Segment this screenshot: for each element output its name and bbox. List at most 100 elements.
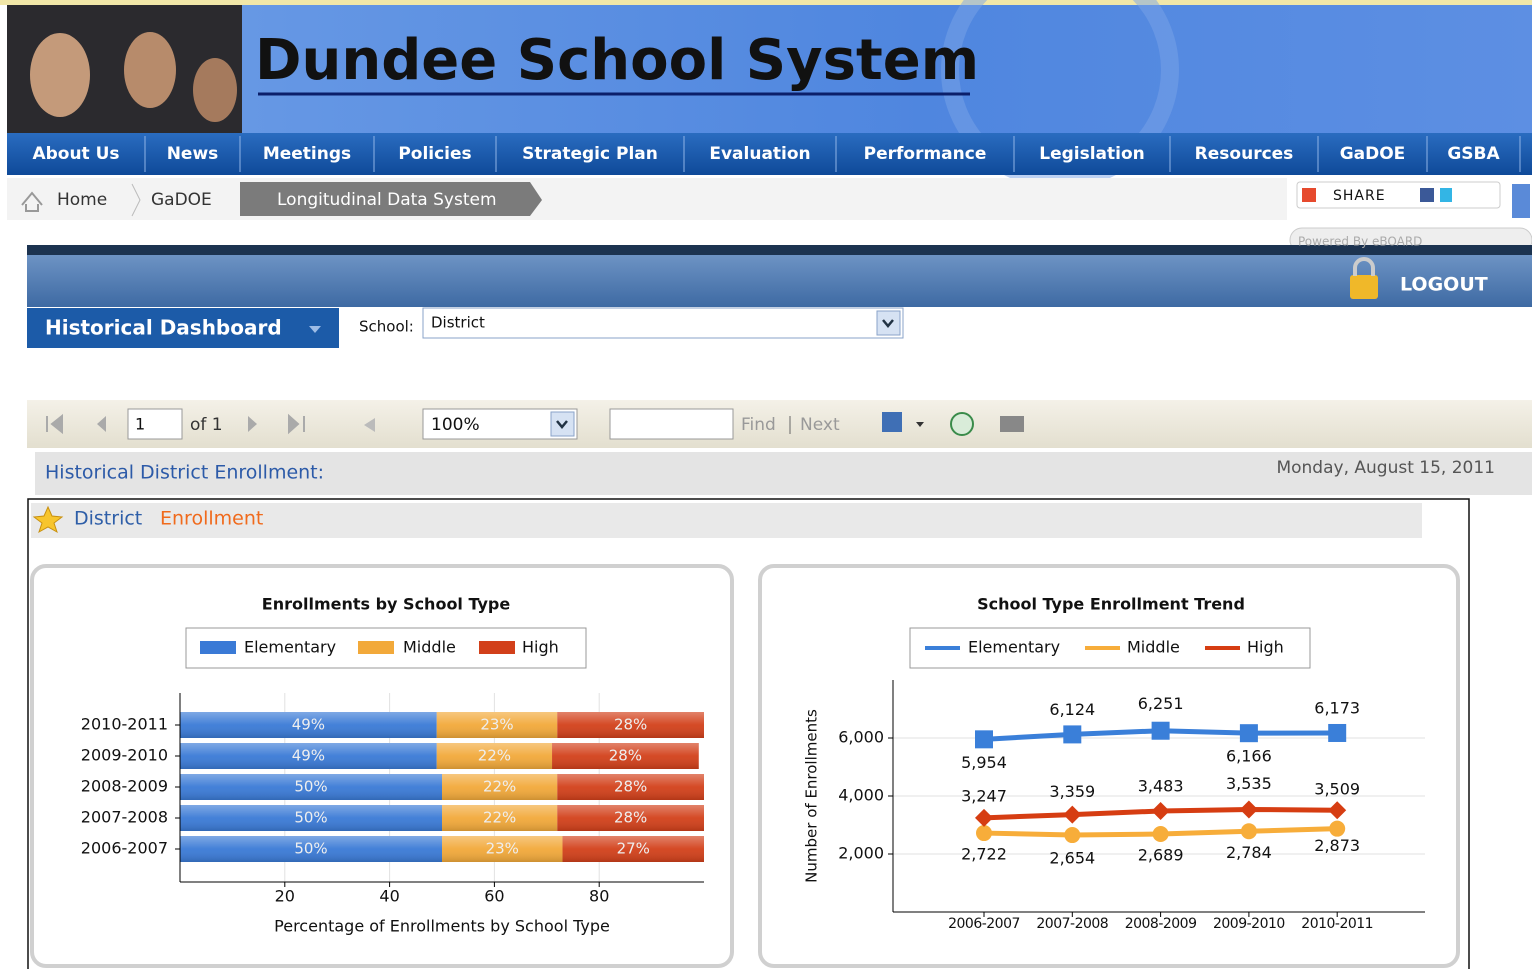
data-label: 6,166 [1226, 747, 1272, 766]
breadcrumb-item: GaDOE [151, 190, 212, 210]
page-input[interactable] [127, 408, 183, 440]
select-chevron [882, 319, 894, 328]
next-page[interactable] [248, 416, 257, 432]
nav-item: News [167, 144, 219, 164]
zoom-arrow[interactable] [550, 411, 575, 437]
x-tick-label: 2010-2011 [1301, 916, 1373, 932]
bar-gloss [562, 836, 704, 862]
legend-label: High [1247, 638, 1284, 657]
x-tick-label: 2009-2010 [1213, 916, 1285, 932]
data-label: 28% [614, 778, 647, 796]
zoom-value: 100% [431, 415, 480, 435]
point [1328, 723, 1347, 742]
bar-gloss [552, 743, 699, 769]
top-strip [0, 0, 1532, 5]
data-label: 5,954 [961, 753, 1007, 772]
x-tick-label: 80 [589, 887, 609, 906]
share-icon [1302, 188, 1316, 202]
logout-bar [27, 255, 1532, 307]
twitter-icon[interactable] [1440, 188, 1452, 202]
first-page[interactable] [46, 413, 63, 435]
data-label: 23% [486, 840, 519, 858]
y-tick-label: 2008-2009 [81, 777, 168, 796]
legend-label: High [522, 638, 559, 657]
data-label: 3,483 [1138, 776, 1184, 795]
data-label: 49% [292, 716, 325, 734]
bar-gloss [557, 774, 704, 800]
point [976, 825, 992, 842]
bar-gloss [442, 836, 563, 862]
school-select[interactable] [422, 307, 904, 339]
nav-item: Strategic Plan [522, 144, 658, 164]
data-label: 22% [483, 778, 516, 796]
point [1239, 724, 1258, 743]
dark-strip [27, 245, 1532, 255]
export-arrow[interactable] [916, 422, 924, 427]
y-tick-label: 2,000 [838, 844, 884, 863]
find-input[interactable] [609, 408, 734, 440]
legend-label: Elementary [244, 638, 336, 657]
data-label: 6,173 [1314, 698, 1360, 717]
breadcrumb-sep [131, 183, 141, 217]
point [975, 808, 993, 827]
y-axis-label: Number of Enrollments [803, 709, 821, 883]
banner [7, 5, 1532, 133]
select-arrow[interactable] [876, 310, 901, 336]
bar-gloss [436, 712, 558, 738]
data-label: 27% [617, 840, 650, 858]
prev-page[interactable] [97, 416, 106, 432]
share-label: SHARE [1333, 188, 1386, 204]
y-tick-label: 2009-2010 [81, 746, 168, 765]
data-label: 28% [614, 716, 647, 734]
bar-gloss [180, 805, 442, 831]
point [1064, 827, 1081, 844]
back-button[interactable] [364, 418, 375, 432]
chart-title: Enrollments by School Type [262, 595, 511, 614]
school-value: District [431, 314, 485, 332]
legend-swatch [479, 641, 515, 654]
data-label: 3,535 [1226, 774, 1272, 793]
lock-icon [1350, 275, 1378, 299]
data-label: 50% [294, 840, 327, 858]
lock-shackle [1353, 257, 1375, 276]
chart-panel [758, 564, 1460, 968]
next-link: Next [800, 415, 840, 435]
banner-photo-face [124, 32, 176, 108]
banner-photo-face [193, 58, 237, 122]
dashboard-button[interactable] [27, 308, 339, 348]
last-page[interactable] [288, 413, 305, 435]
nav-item: GSBA [1447, 144, 1500, 164]
data-label: 3,359 [1049, 782, 1095, 801]
legend-label: Elementary [968, 638, 1060, 657]
bar-gloss [442, 774, 558, 800]
facebook-icon[interactable] [1420, 188, 1434, 202]
point [1151, 721, 1170, 740]
side-tab[interactable] [1512, 184, 1530, 218]
point [1152, 826, 1169, 843]
share-button[interactable] [1296, 181, 1501, 209]
data-label: 2,873 [1314, 836, 1360, 855]
breadcrumb-bar [7, 178, 1287, 220]
data-label: 3,509 [1314, 780, 1360, 799]
refresh-icon[interactable] [950, 412, 974, 436]
section-title: District [74, 508, 142, 530]
zoom-chevron [556, 420, 568, 429]
x-tick-label: 2008-2009 [1125, 916, 1197, 932]
x-tick-label: 20 [275, 887, 295, 906]
point [1240, 823, 1257, 840]
export-icon[interactable] [882, 412, 902, 432]
dropdown-arrow [309, 326, 321, 333]
report-toolbar [27, 400, 1532, 448]
nav-bar[interactable] [7, 133, 1532, 175]
data-label: 23% [480, 716, 513, 734]
data-label: 2,722 [961, 845, 1007, 864]
nav-item: Policies [398, 144, 471, 164]
bar-gloss [180, 743, 437, 769]
print-icon[interactable] [1000, 416, 1024, 432]
bar-gloss [180, 774, 442, 800]
data-label: 22% [478, 747, 511, 765]
bar-gloss [180, 712, 437, 738]
report-header [35, 452, 1532, 495]
